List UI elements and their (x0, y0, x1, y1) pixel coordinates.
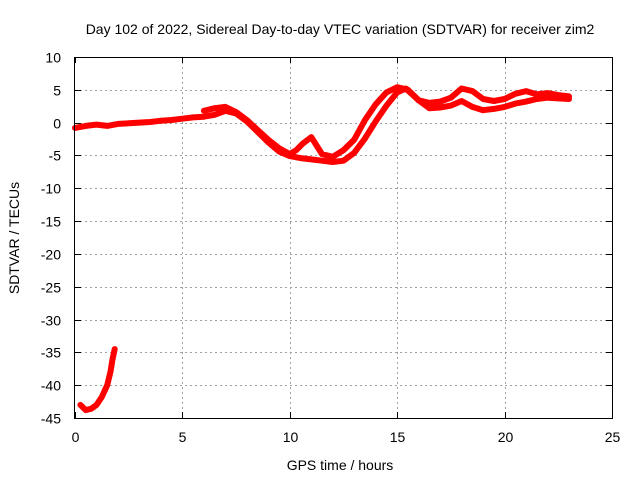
y-tick-label: 10 (45, 50, 61, 66)
y-tick-label: -5 (49, 148, 62, 164)
tick-labels: 0 5 10 15 20 25 10 5 0 -5 -10 -15 -20 -25 -30 -35 -40 -45 (41, 50, 621, 446)
y-tick-label: -15 (41, 214, 61, 230)
x-tick-label: 5 (179, 429, 187, 445)
y-tick-label: -35 (41, 345, 61, 361)
x-tick-label: 20 (498, 429, 514, 445)
y-tick-label: 0 (53, 116, 61, 132)
y-tick-label: -40 (41, 378, 61, 394)
y-tick-label: -20 (41, 247, 61, 263)
x-tick-label: 25 (605, 429, 621, 445)
axis-ticks (75, 57, 613, 419)
series-line-2 (200, 84, 572, 160)
x-tick-label: 15 (390, 429, 406, 445)
plot-frame (74, 57, 613, 419)
x-tick-label: 10 (283, 429, 299, 445)
y-tick-label: -30 (41, 313, 61, 329)
y-tick-label: 5 (53, 83, 61, 99)
y-tick-label: -25 (41, 280, 61, 296)
x-tick-label: 0 (72, 429, 80, 445)
grid (75, 57, 612, 418)
plot-area (72, 84, 572, 414)
x-axis-label: GPS time / hours (287, 457, 394, 473)
y-tick-label: -10 (41, 181, 61, 197)
series-line-1 (72, 85, 572, 165)
y-tick-label: -45 (41, 411, 61, 427)
chart-title: Day 102 of 2022, Sidereal Day-to-day VTE… (86, 21, 595, 37)
y-axis-label: SDTVAR / TECUs (6, 182, 22, 294)
series-line-3 (77, 346, 118, 414)
